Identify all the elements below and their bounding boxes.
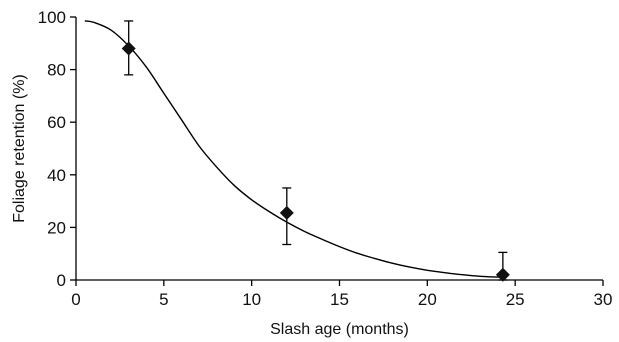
x-tick-label: 0 bbox=[71, 290, 80, 309]
x-tick-label: 10 bbox=[242, 290, 261, 309]
data-point-marker bbox=[279, 205, 294, 220]
data-point-marker bbox=[121, 41, 136, 56]
x-tick-label: 20 bbox=[418, 290, 437, 309]
axes bbox=[75, 17, 603, 281]
data-points bbox=[121, 20, 510, 282]
y-tick-label: 60 bbox=[47, 113, 66, 132]
x-tick-label: 5 bbox=[159, 290, 168, 309]
x-axis-label: Slash age (months) bbox=[270, 321, 409, 338]
data-point-marker bbox=[495, 267, 510, 282]
y-axis-label: Foliage retention (%) bbox=[11, 74, 28, 223]
x-tick-label: 15 bbox=[330, 290, 349, 309]
y-tick-label: 20 bbox=[47, 218, 66, 237]
y-tick-label: 40 bbox=[47, 166, 66, 185]
y-tick-label: 100 bbox=[38, 8, 66, 27]
fitted-curve bbox=[84, 20, 503, 279]
x-tick-label: 30 bbox=[594, 290, 613, 309]
y-ticks: 0 20 40 60 80 100 bbox=[38, 8, 76, 290]
x-tick-label: 25 bbox=[506, 290, 525, 309]
y-tick-label: 80 bbox=[47, 61, 66, 80]
y-tick-label: 0 bbox=[57, 271, 66, 290]
x-ticks: 0 5 10 15 20 25 30 bbox=[71, 280, 612, 309]
